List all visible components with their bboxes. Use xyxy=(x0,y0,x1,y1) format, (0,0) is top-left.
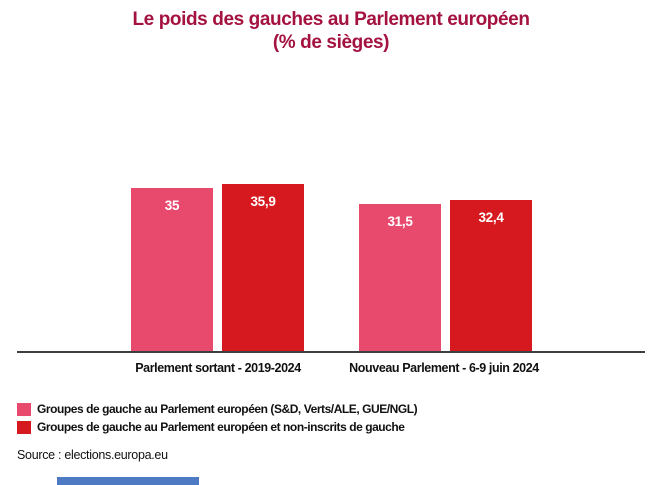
legend-label-gauche-non-inscrits: Groupes de gauche au Parlement européen … xyxy=(37,420,405,434)
bar-value-label: 31,5 xyxy=(387,214,413,229)
bar-value-label: 35 xyxy=(164,198,180,213)
bar-series1-group0: 35,9 xyxy=(222,184,304,352)
legend-item-gauche-non-inscrits: Groupes de gauche au Parlement européen … xyxy=(17,418,417,436)
bar-series1-group1: 32,4 xyxy=(450,200,532,352)
x-axis-line xyxy=(17,351,645,353)
legend-label-groupes-gauche: Groupes de gauche au Parlement européen … xyxy=(37,402,418,416)
category-label-parlement-sortant: Parlement sortant - 2019-2024 xyxy=(135,361,301,375)
bar-series0-group1: 31,5 xyxy=(359,204,441,352)
legend: Groupes de gauche au Parlement européen … xyxy=(17,400,418,436)
bar-value-label: 32,4 xyxy=(478,210,504,225)
chart-title-line2: (% de sièges) xyxy=(272,32,390,53)
legend-swatch-pink xyxy=(17,402,31,416)
chart-title: Le poids des gauches au Parlement europé… xyxy=(0,8,662,54)
legend-item-groupes-gauche: Groupes de gauche au Parlement européen … xyxy=(17,400,418,418)
chart-title-line1: Le poids des gauches au Parlement europé… xyxy=(132,9,530,30)
category-label-nouveau-parlement: Nouveau Parlement - 6-9 juin 2024 xyxy=(349,361,539,375)
footer-blue-bar xyxy=(57,477,199,485)
bar-value-label: 35,9 xyxy=(250,194,276,209)
legend-swatch-red xyxy=(17,420,31,434)
bar-series0-group0: 35 xyxy=(131,188,213,352)
source-note: Source : elections.europa.eu xyxy=(17,448,168,462)
